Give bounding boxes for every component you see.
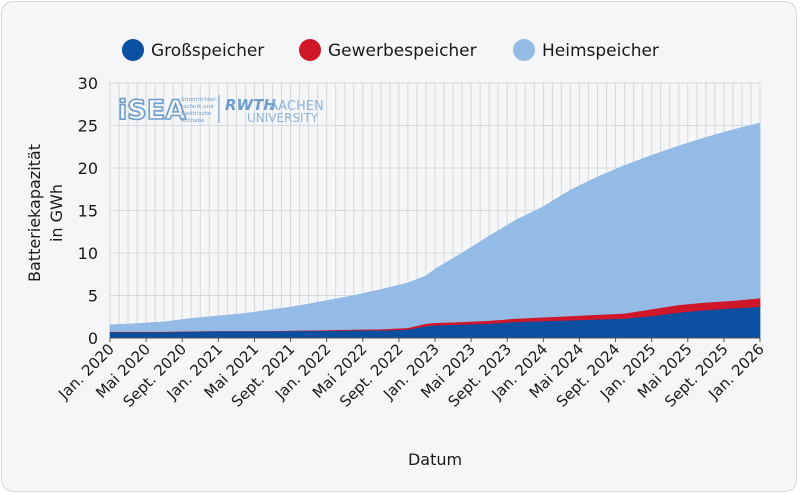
y-tick-label-2: 10 xyxy=(78,244,98,263)
y-axis-title-line-2: in GWh xyxy=(47,184,66,242)
y-tick-labels: 0 5 10 15 20 25 30 xyxy=(78,74,98,348)
y-tick-label-4: 20 xyxy=(78,159,98,178)
legend-swatch-heimspeicher xyxy=(513,39,535,61)
x-axis-title: Datum xyxy=(408,450,462,469)
area-heimspeicher xyxy=(109,122,761,332)
area-series xyxy=(109,122,761,339)
y-tick-label-5: 25 xyxy=(78,117,98,136)
y-tick-label-1: 5 xyxy=(88,287,98,306)
isea-subtitle-3: Elektrische xyxy=(181,111,212,117)
legend-label-grossspeicher: Großspeicher xyxy=(151,41,264,61)
y-tick-label-0: 0 xyxy=(88,329,98,348)
aachen-logo-text: AACHEN xyxy=(269,99,324,114)
y-tick-label-3: 15 xyxy=(78,202,98,221)
rwth-logo-text: RWTH xyxy=(225,96,276,114)
legend: Großspeicher Gewerbespeicher Heimspeiche… xyxy=(122,39,659,61)
y-axis-title-line-1: Batteriekapazität xyxy=(25,144,44,282)
legend-swatch-grossspeicher xyxy=(122,39,144,61)
isea-subtitle-2: technik und xyxy=(181,104,213,110)
isea-rwth-logo: iSEA Stromrichter- technik und Elektrisc… xyxy=(117,94,324,127)
isea-logo-text: iSEA xyxy=(118,95,186,126)
legend-swatch-gewerbespeicher xyxy=(299,39,321,61)
y-tick-label-6: 30 xyxy=(78,74,98,93)
isea-subtitle-4: Antriebe xyxy=(181,118,205,124)
legend-label-heimspeicher: Heimspeicher xyxy=(542,41,659,61)
isea-subtitle-1: Stromrichter- xyxy=(181,97,217,103)
university-logo-text: UNIVERSITY xyxy=(247,111,319,125)
legend-label-gewerbespeicher: Gewerbespeicher xyxy=(328,41,477,61)
